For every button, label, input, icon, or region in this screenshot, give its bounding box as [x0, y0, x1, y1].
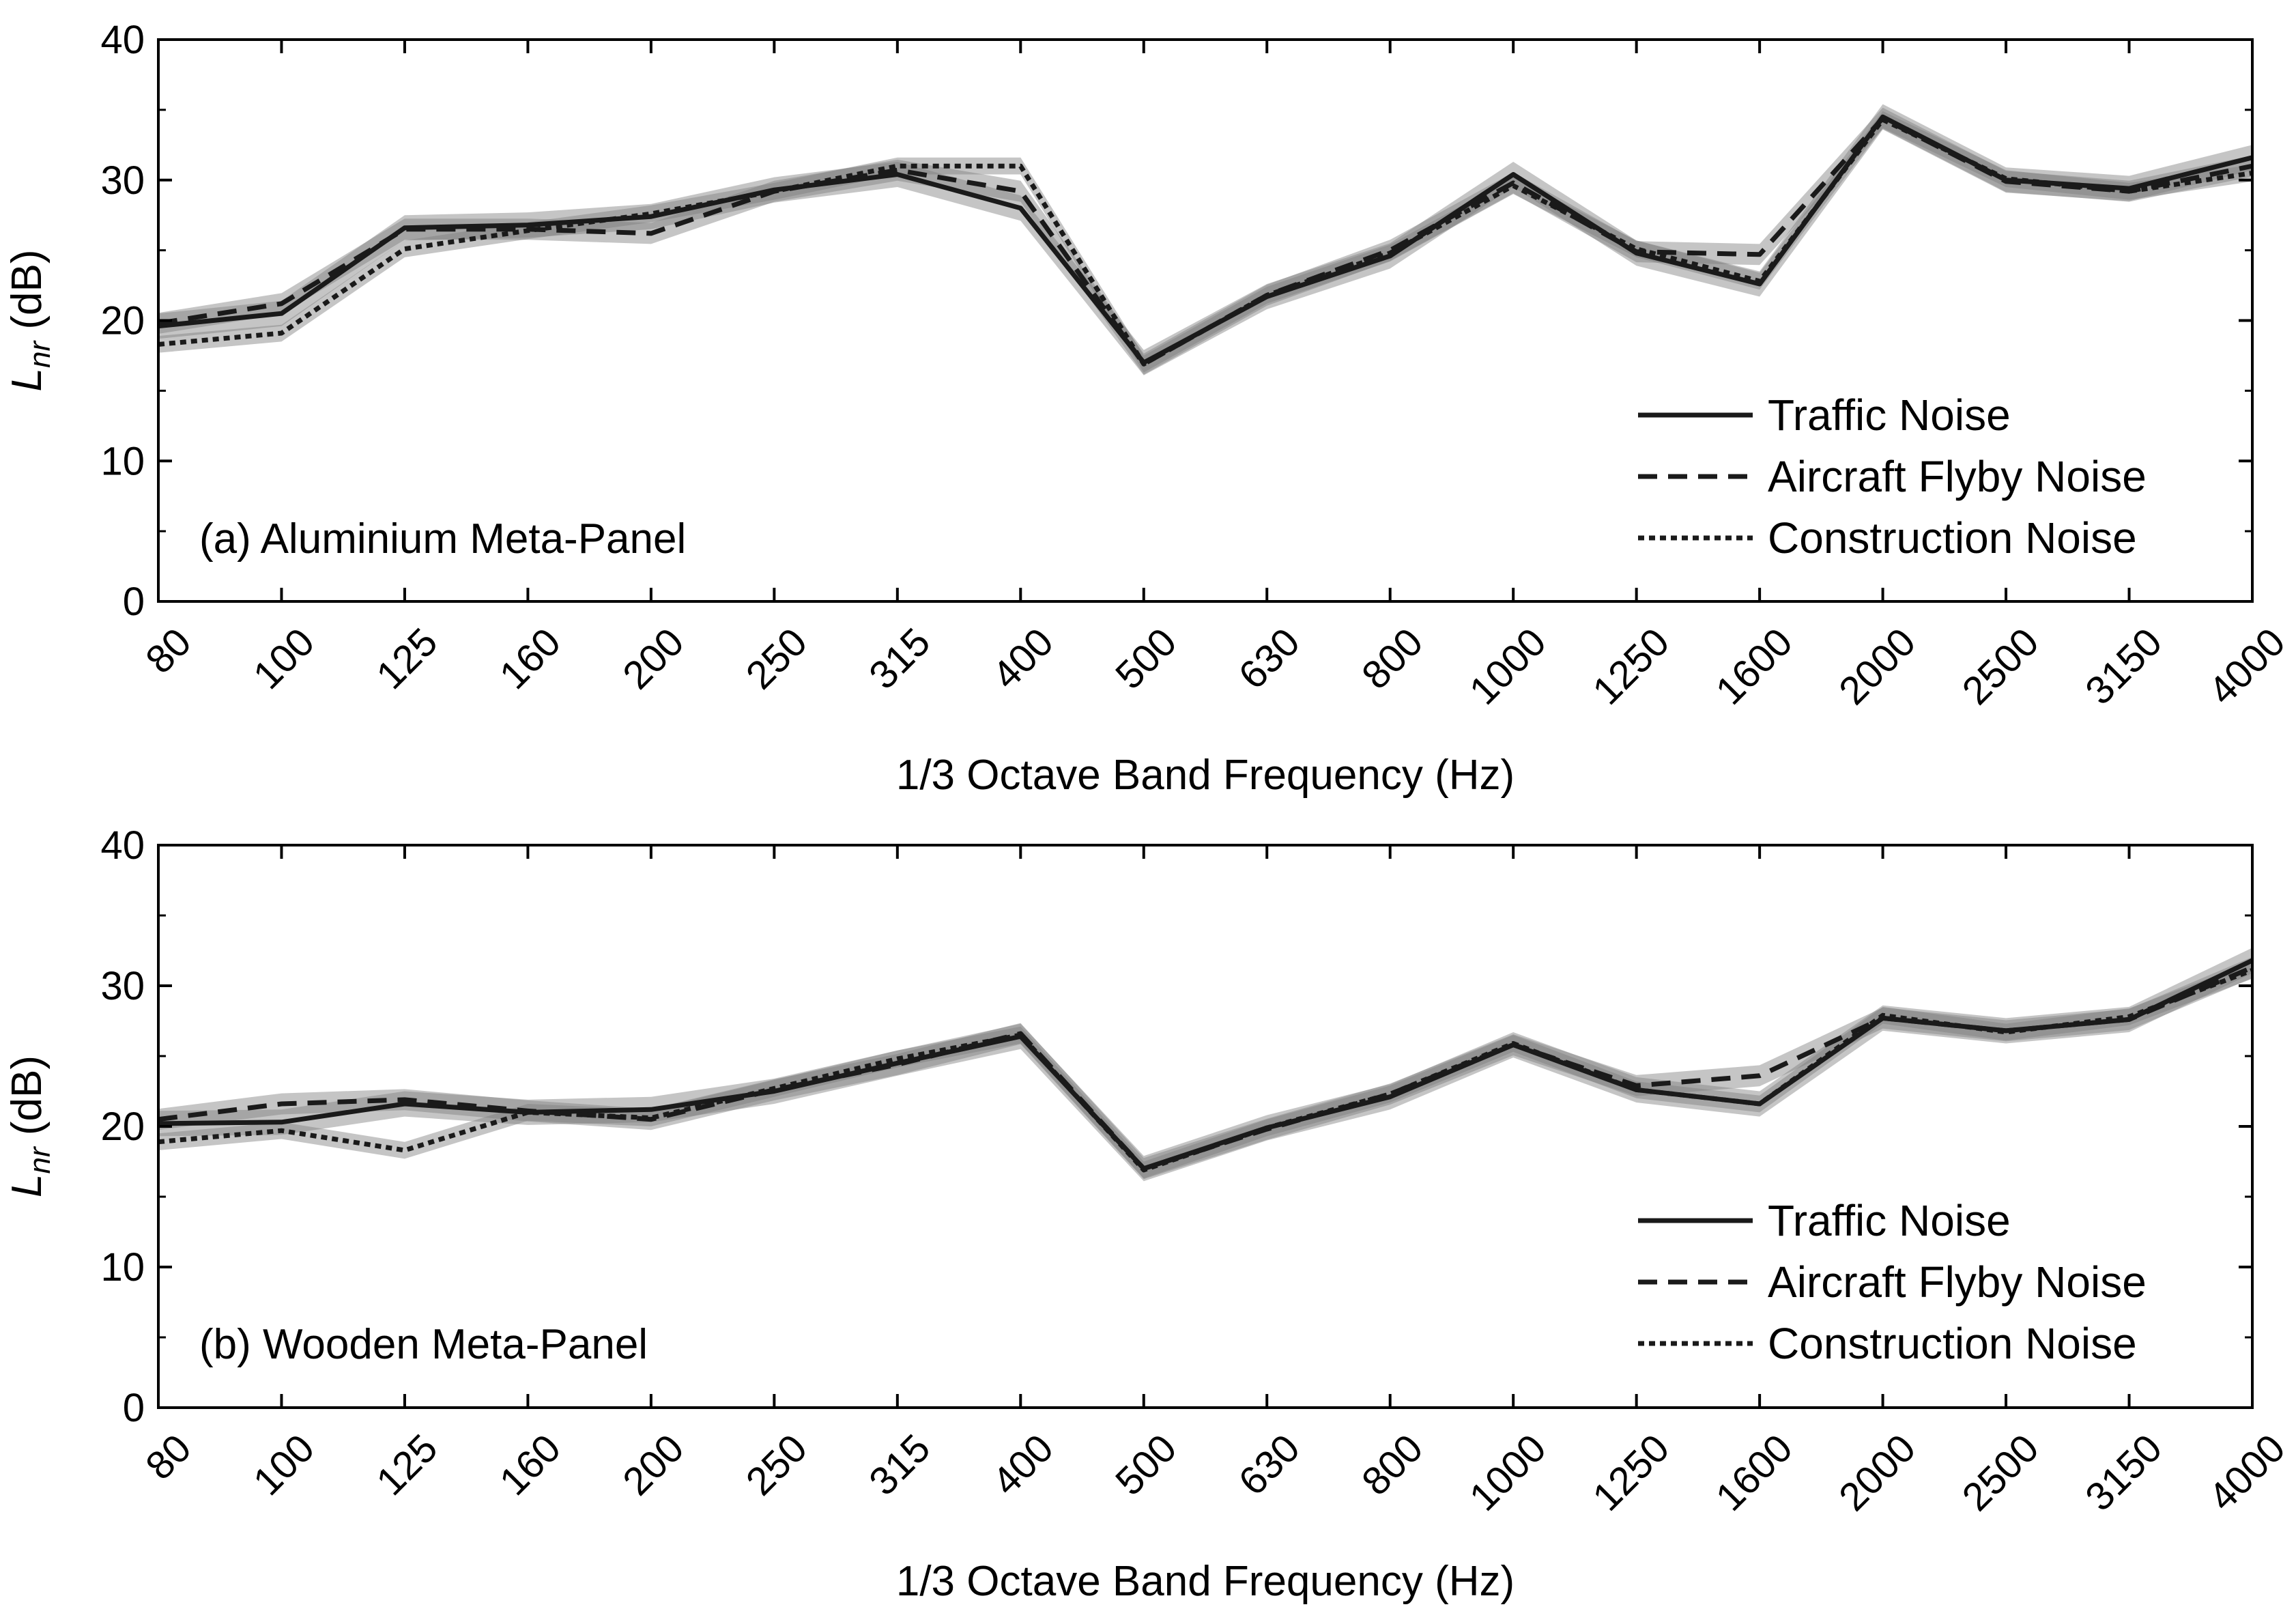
- data-point: [1757, 1074, 1762, 1078]
- y-tick-label: 20: [100, 299, 145, 343]
- data-point: [526, 223, 530, 227]
- data-point: [280, 1120, 284, 1124]
- y-axis-subscript: nr: [23, 340, 57, 368]
- data-point: [649, 212, 653, 216]
- data-point: [1511, 1042, 1515, 1046]
- y-axis-symbol: L: [3, 1174, 51, 1197]
- y-axis-title: Lnr (dB): [3, 1055, 57, 1197]
- y-axis-subscript: nr: [23, 1146, 57, 1173]
- data-point: [1635, 1083, 1639, 1087]
- data-point: [403, 247, 407, 251]
- data-point: [1635, 1087, 1639, 1092]
- y-axis-symbol: L: [3, 368, 51, 391]
- data-point: [895, 1057, 900, 1061]
- y-tick-label: 10: [100, 1245, 145, 1290]
- y-tick-label: 30: [100, 158, 145, 203]
- data-point: [403, 1098, 407, 1102]
- data-point: [280, 311, 284, 315]
- data-point: [1142, 362, 1146, 366]
- data-point: [895, 168, 900, 172]
- x-axis-title: 1/3 Octave Band Frequency (Hz): [896, 752, 1515, 799]
- data-point: [1265, 294, 1269, 298]
- data-point: [1757, 279, 1762, 283]
- y-axis-title: Lnr (dB): [3, 250, 57, 392]
- uncertainty-band-1: [158, 948, 2252, 1182]
- data-point: [280, 331, 284, 335]
- data-point: [1511, 184, 1515, 188]
- y-tick-label: 0: [123, 1386, 145, 1430]
- uncertainty-band-1: [158, 104, 2252, 375]
- data-point: [1757, 253, 1762, 257]
- data-point: [403, 1148, 407, 1152]
- data-point: [1388, 1092, 1392, 1096]
- data-point: [1635, 247, 1639, 251]
- data-point: [403, 227, 407, 231]
- data-point: [2127, 1014, 2132, 1019]
- data-point: [1881, 1013, 1885, 1017]
- data-point: [526, 1110, 530, 1114]
- legend-label: Traffic Noise: [1768, 1196, 2011, 1245]
- legend-label: Construction Noise: [1768, 1319, 2137, 1368]
- y-tick-label: 40: [100, 18, 145, 62]
- data-point: [2004, 1030, 2008, 1034]
- legend-label: Construction Noise: [1768, 513, 2137, 563]
- data-point: [895, 1062, 900, 1066]
- data-point: [1388, 251, 1392, 255]
- y-axis-unit: (dB): [3, 1055, 51, 1147]
- data-point: [280, 1102, 284, 1106]
- data-point: [1265, 1126, 1269, 1130]
- panel-label: (b) Wooden Meta-Panel: [199, 1321, 648, 1368]
- data-point: [1018, 164, 1022, 168]
- uncertainty-band-2: [158, 107, 2252, 375]
- data-point: [1511, 173, 1515, 177]
- data-point: [1881, 117, 1885, 122]
- data-point: [895, 164, 900, 168]
- data-point: [1018, 206, 1022, 210]
- data-point: [1018, 1033, 1022, 1037]
- y-axis-unit: (dB): [3, 250, 51, 341]
- data-point: [2127, 189, 2132, 193]
- series-line-3: [158, 968, 2254, 1173]
- data-point: [280, 302, 284, 306]
- panel-label: (a) Aluminium Meta-Panel: [199, 515, 686, 563]
- data-point: [2004, 177, 2008, 181]
- legend-label: Aircraft Flyby Noise: [1768, 452, 2147, 501]
- data-point: [649, 1107, 653, 1111]
- data-point: [649, 231, 653, 236]
- data-point: [1142, 1168, 1146, 1172]
- data-point: [1757, 1102, 1762, 1106]
- x-axis-title: 1/3 Octave Band Frequency (Hz): [896, 1558, 1515, 1605]
- data-point: [895, 173, 900, 177]
- data-point: [772, 1086, 776, 1090]
- y-tick-label: 10: [100, 439, 145, 483]
- data-point: [403, 1102, 407, 1106]
- data-point: [772, 189, 776, 193]
- data-point: [280, 1128, 284, 1133]
- series-line-3: [158, 117, 2253, 367]
- y-tick-label: 20: [100, 1105, 145, 1149]
- legend-label: Traffic Noise: [1768, 390, 2011, 440]
- data-point: [649, 1116, 653, 1120]
- data-point: [1018, 189, 1022, 193]
- y-tick-label: 30: [100, 964, 145, 1008]
- data-point: [526, 229, 530, 233]
- y-tick-label: 40: [100, 823, 145, 868]
- y-tick-label: 0: [123, 580, 145, 624]
- legend-label: Aircraft Flyby Noise: [1768, 1257, 2147, 1307]
